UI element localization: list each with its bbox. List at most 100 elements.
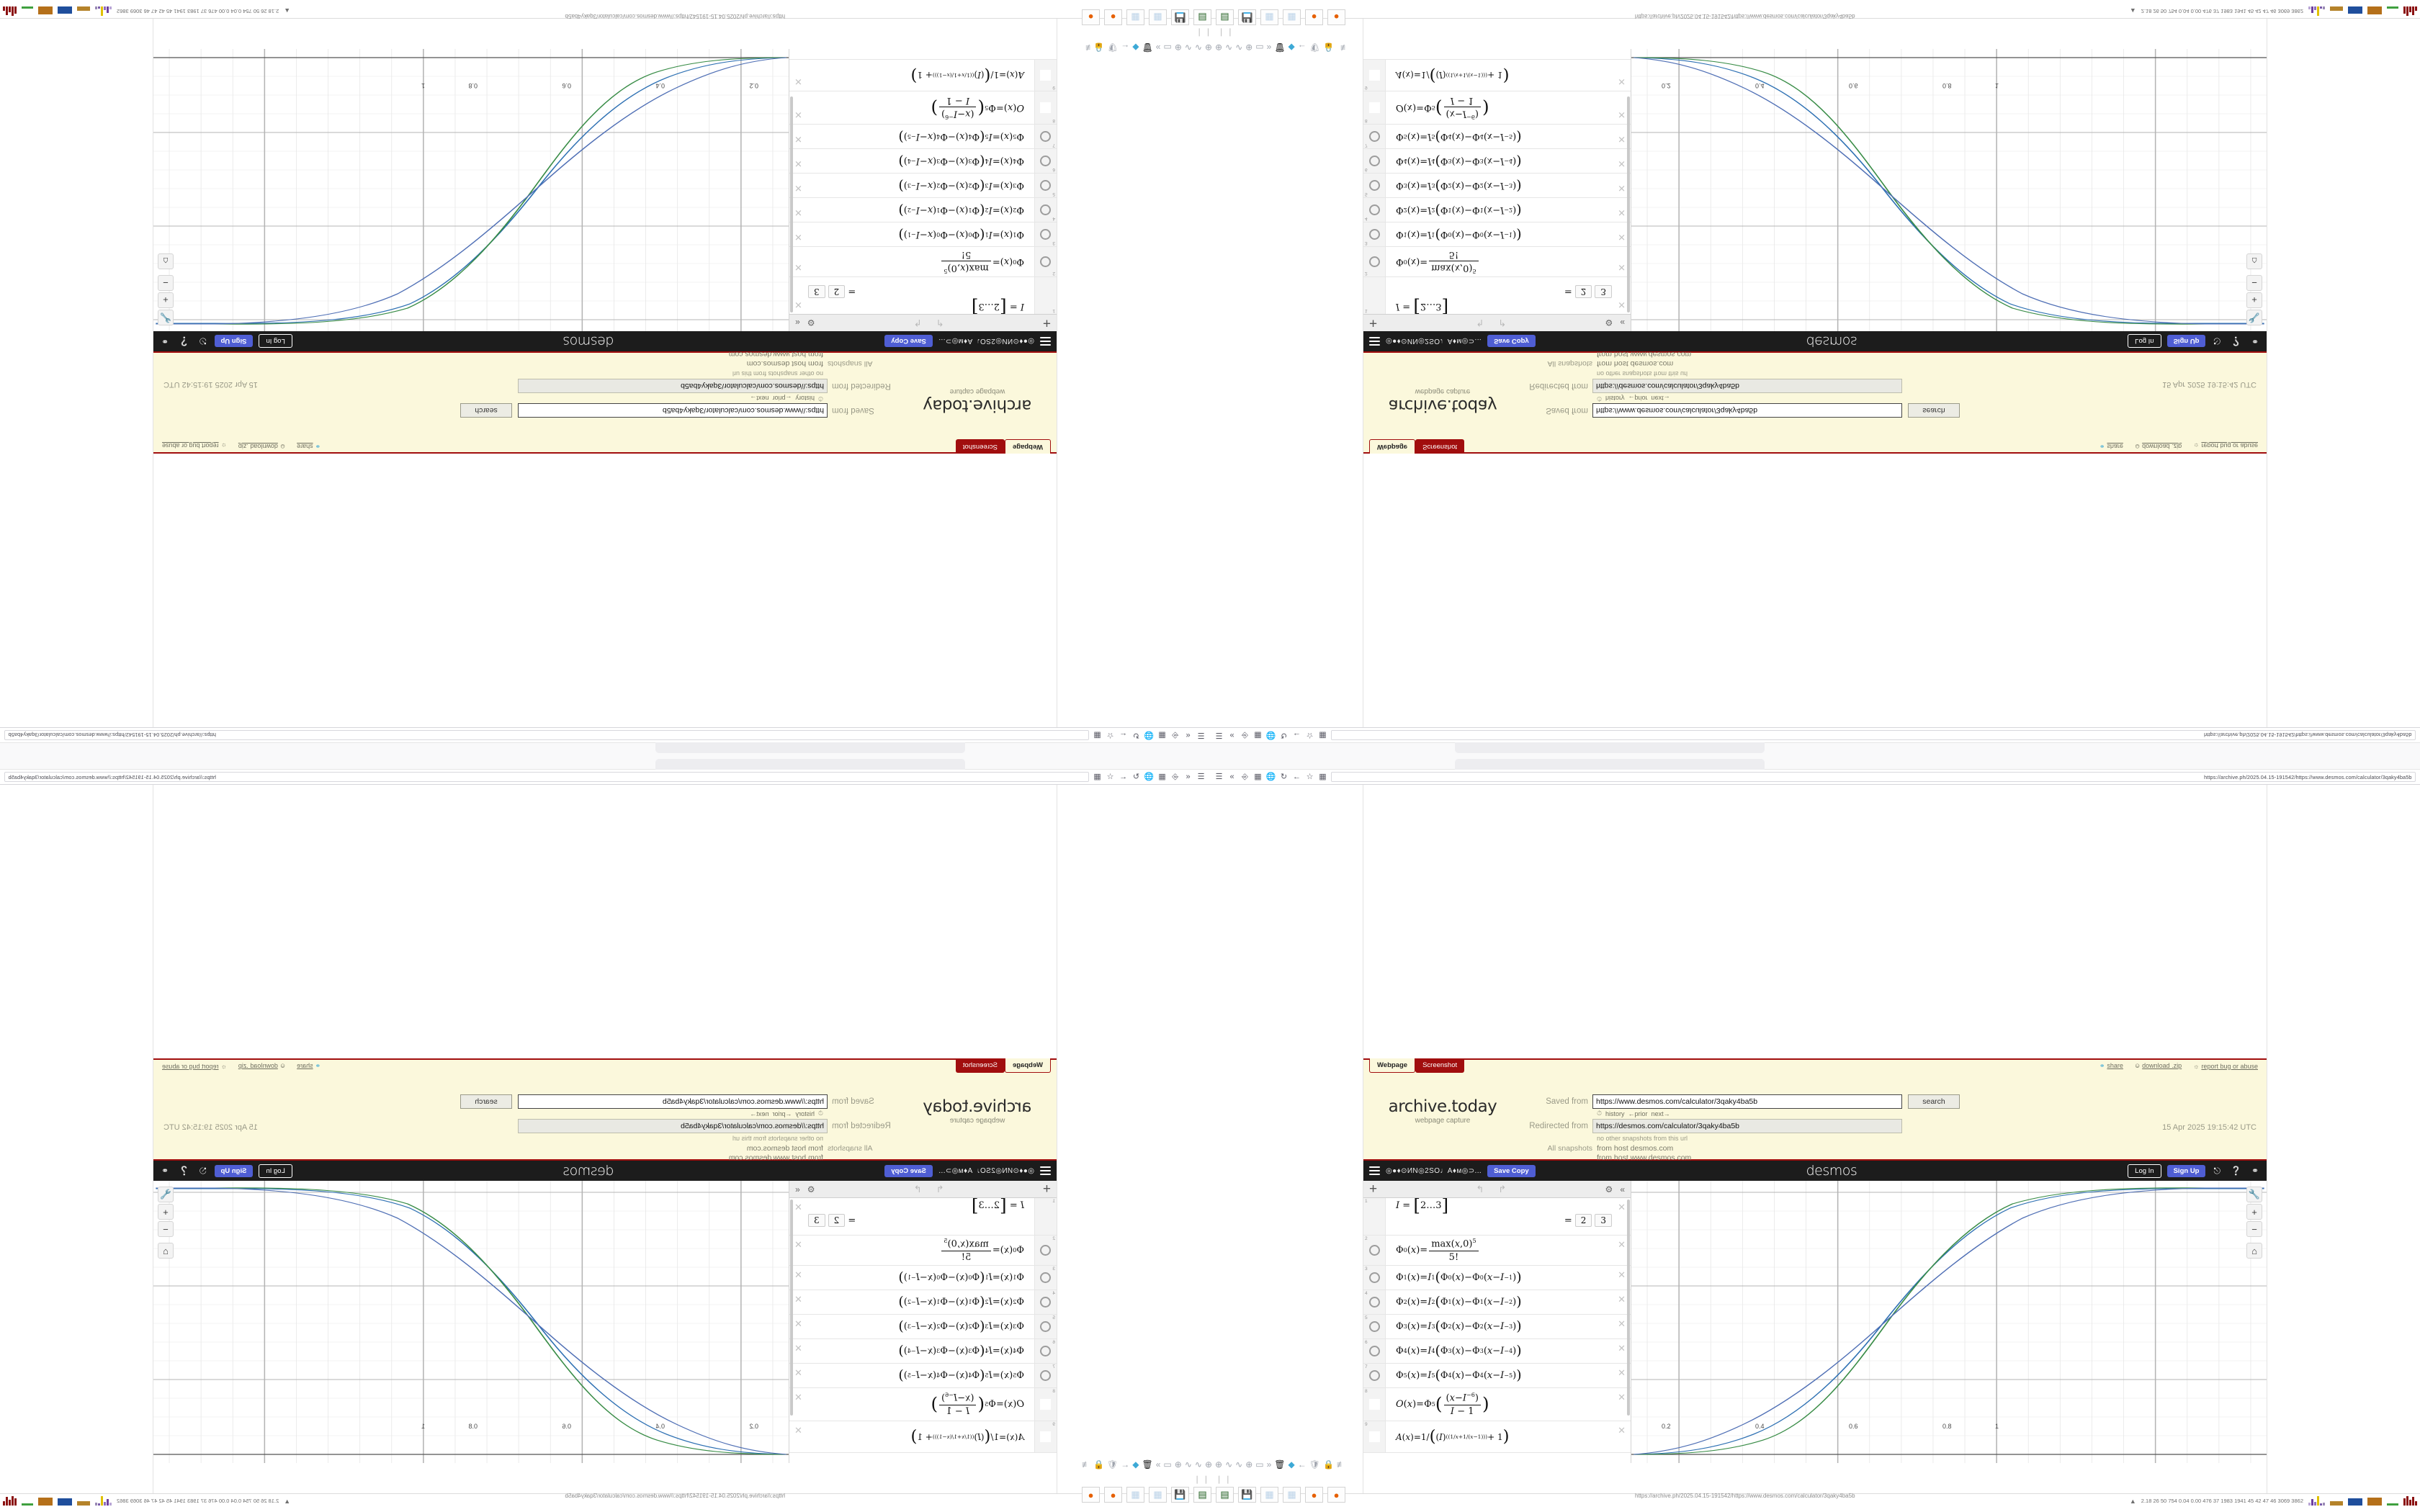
history-link[interactable]: history <box>795 395 815 402</box>
delete-expression-icon[interactable]: ✕ <box>1618 300 1626 310</box>
notepad-icon[interactable]: ▦ <box>1283 9 1301 25</box>
extensions-icon[interactable]: ⎆ <box>1172 772 1178 781</box>
notepad-icon[interactable]: ▦ <box>1126 9 1144 25</box>
notepad-icon[interactable]: ▦ <box>1260 1487 1278 1503</box>
settings-icon[interactable]: ≢ <box>1082 42 1091 53</box>
plot-toggle[interactable] <box>1040 1297 1052 1308</box>
save-copy-button[interactable]: Save Copy <box>884 335 933 348</box>
zoom-in-icon[interactable]: + <box>158 1204 174 1220</box>
delete-expression-icon[interactable]: ✕ <box>1618 1425 1626 1436</box>
help-icon[interactable]: ❔ <box>2230 336 2241 346</box>
settings-icon[interactable]: ≢ <box>1336 42 1345 53</box>
plot-toggle[interactable] <box>1040 180 1052 191</box>
tab-screenshot[interactable]: Screenshot <box>955 1058 1005 1073</box>
firefox-icon[interactable]: ● <box>1305 9 1323 25</box>
extensions-icon[interactable]: ⎆ <box>1242 731 1248 740</box>
download-label[interactable]: download .zip <box>238 443 278 450</box>
firefox-icon[interactable]: ● <box>1305 1487 1323 1503</box>
plot-toggle[interactable] <box>1368 156 1380 166</box>
expression-scrollbar[interactable] <box>1627 1200 1630 1416</box>
share-icon[interactable]: ⎋ <box>2213 336 2220 346</box>
plot-toggle[interactable] <box>1040 131 1052 142</box>
expression-math[interactable]: Φ 2(x) = I 2(Φ 1(x) − Φ 1(x − I −2)) <box>898 202 1024 218</box>
next-link[interactable]: next→ <box>1651 1110 1670 1117</box>
home-icon[interactable]: ⌂ <box>2246 1243 2262 1259</box>
delete-expression-icon[interactable]: ✕ <box>794 1392 802 1403</box>
plot-toggle[interactable] <box>1368 1399 1380 1410</box>
menu-icon[interactable]: ☰ <box>1197 731 1205 740</box>
browser-tab[interactable] <box>655 742 965 753</box>
headphone-icon[interactable]: ∿ <box>1235 42 1243 53</box>
plot-toggle[interactable] <box>1368 102 1380 113</box>
graph-title[interactable]: ◎●♦⊙ИN◎2SО♩A♦м◎⊃... <box>938 1166 1034 1175</box>
expression-row[interactable]: 4 Φ 2(x) = I 2(Φ 1(x) − Φ 1(x − I −2)) ✕ <box>1363 1290 1631 1315</box>
expression-row[interactable]: 3 Φ 1(x) = I 1(Φ 0(x) − Φ 0(x − I −1)) ✕ <box>789 1266 1057 1290</box>
tab-screenshot[interactable]: Screenshot <box>1415 1058 1465 1073</box>
headphone-icon[interactable]: ∿ <box>1194 1459 1202 1470</box>
share-icon[interactable]: ⎋ <box>2213 1166 2220 1176</box>
add-expression-button[interactable]: + <box>1042 315 1051 330</box>
redo-icon[interactable]: ↱ <box>913 1183 922 1194</box>
download-label[interactable]: download .zip <box>2142 443 2182 450</box>
search-button[interactable]: search <box>460 1094 512 1109</box>
folder-icon[interactable]: ▭ <box>1255 1459 1264 1470</box>
saved-from-input[interactable] <box>518 1094 828 1109</box>
reload-icon[interactable]: ↻ <box>1132 772 1140 781</box>
arrow-left-icon[interactable]: ← <box>1121 42 1130 53</box>
undo-icon[interactable]: ↰ <box>936 318 944 329</box>
reload-icon[interactable]: ↻ <box>1280 772 1288 781</box>
zoom-in-icon[interactable]: + <box>2246 1204 2262 1220</box>
expression-row[interactable]: 2 Φ 0(x) = max(x,0)5 5! <box>1363 246 1631 276</box>
trash-icon[interactable]: 🗑 <box>1274 42 1286 53</box>
delete-expression-icon[interactable]: ✕ <box>794 76 802 87</box>
expression-row[interactable]: 5 Φ 3(x) = I 3(Φ 2(x) − Φ 2(x − I −3)) ✕ <box>789 173 1057 197</box>
plot-toggle[interactable] <box>1040 70 1052 81</box>
sign-up-button[interactable]: Sign Up <box>214 1164 254 1177</box>
download-action[interactable]: ⎉download .zip <box>2135 442 2182 450</box>
bookmark-star-icon[interactable]: ☆ <box>1106 772 1114 781</box>
delete-expression-icon[interactable]: ✕ <box>794 109 802 120</box>
delete-expression-icon[interactable]: ✕ <box>794 1343 802 1354</box>
double-left-icon[interactable]: « <box>1266 42 1272 53</box>
language-icon[interactable]: ⚭ <box>161 336 169 346</box>
prior-link[interactable]: ←prior <box>772 1110 792 1117</box>
snapshot-host-1[interactable]: from host desmos.com <box>1597 359 1674 368</box>
terminal-icon[interactable]: ▤ <box>1193 9 1211 25</box>
share-label[interactable]: share <box>2107 1062 2123 1069</box>
expression-math[interactable]: Φ 2(x) = I 2(Φ 1(x) − Φ 1(x − I −2)) <box>898 1294 1024 1310</box>
redo-icon[interactable]: ↱ <box>913 318 922 329</box>
help-icon[interactable]: ❔ <box>179 336 190 346</box>
prior-link[interactable]: ←prior <box>772 395 792 402</box>
reload-icon[interactable]: ↻ <box>1280 731 1288 740</box>
expression-row[interactable]: 5 Φ 3(x) = I 3(Φ 2(x) − Φ 2(x − I −3)) ✕ <box>1363 1315 1631 1339</box>
delete-expression-icon[interactable]: ✕ <box>794 1239 802 1250</box>
expression-row[interactable]: 1 I = [2…3] = 2 <box>789 1198 1057 1236</box>
expression-math[interactable]: Φ 3(x) = I 3(Φ 2(x) − Φ 2(x − I −3)) <box>898 178 1024 194</box>
trash-icon[interactable]: 🗑 <box>1274 1459 1286 1470</box>
expression-math[interactable]: Φ 5(x) = I 5(Φ 4(x) − Φ 4(x − I −5)) <box>898 1367 1024 1383</box>
globe-icon[interactable]: ⊕ <box>1174 1459 1182 1470</box>
expression-row[interactable]: 2 Φ 0(x) = max(x,0)5 5! <box>789 1236 1057 1266</box>
expression-math[interactable]: O(x) = Φ 5( (x−I−6) I − 1 ) <box>1396 1392 1489 1417</box>
add-expression-button[interactable]: + <box>1369 1182 1378 1197</box>
double-left-icon[interactable]: « <box>1155 1459 1161 1470</box>
bookmark-star-icon[interactable]: ☆ <box>1106 731 1114 740</box>
translate-icon[interactable]: ▦ <box>1319 731 1327 740</box>
download-action[interactable]: ⎉download .zip <box>238 442 285 450</box>
expression-math[interactable]: O(x) = Φ 5( (x−I−6) I − 1 ) <box>931 95 1024 120</box>
save-copy-button[interactable]: Save Copy <box>1487 1164 1536 1177</box>
snapshot-host-1[interactable]: from host desmos.com <box>746 359 823 368</box>
firefox-icon[interactable]: ◆ <box>1132 42 1139 53</box>
trash-icon[interactable]: 🗑 <box>1142 42 1153 53</box>
lock-icon[interactable]: 🔒 <box>1322 42 1334 53</box>
expression-math[interactable]: Φ 1(x) = I 1(Φ 0(x) − Φ 0(x − I −1)) <box>1396 227 1522 243</box>
expression-math[interactable]: A(x) = 1/((I) ((1/x+1/(x−1))) + 1) <box>910 1426 1024 1446</box>
graph-title[interactable]: ◎●♦⊙ИN◎2SО♩A♦м◎⊃... <box>938 337 1034 346</box>
next-link[interactable]: next→ <box>750 395 769 402</box>
expression-math[interactable]: Φ 0(x) = max(x,0)5 5! <box>789 247 1034 276</box>
collapse-icon[interactable]: « <box>795 1184 800 1194</box>
expression-row[interactable]: 8 O(x) = Φ 5( (x−I−6) I − 1 <box>1363 91 1631 124</box>
browser-tab[interactable] <box>1455 759 1765 770</box>
forward-icon[interactable]: ← <box>1293 772 1301 781</box>
share-icon[interactable]: ⎋ <box>200 1166 207 1176</box>
